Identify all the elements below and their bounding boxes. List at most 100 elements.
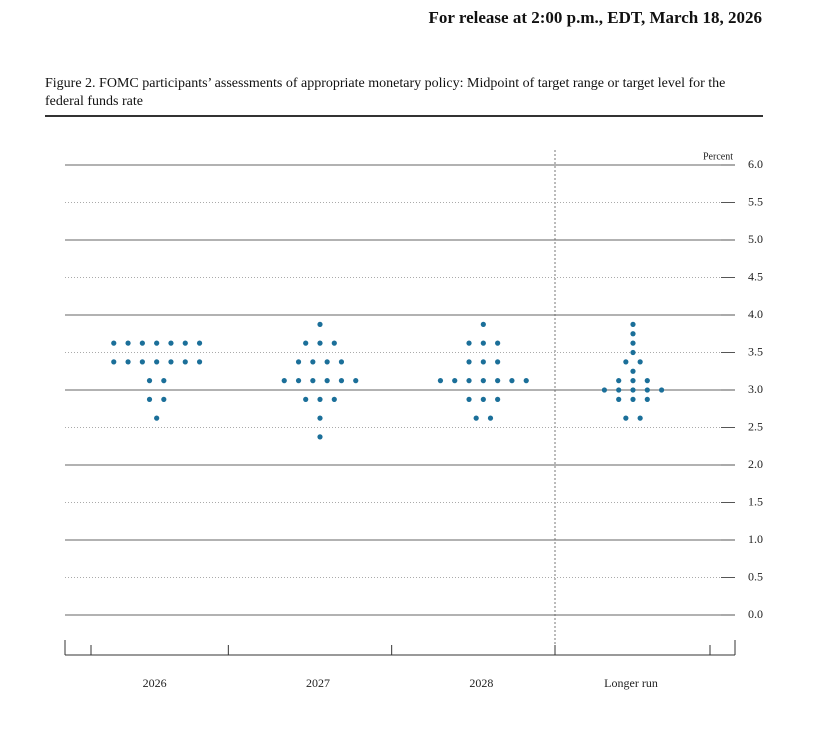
dot <box>637 359 643 365</box>
dot <box>196 359 203 365</box>
dot <box>630 340 636 346</box>
title-rule <box>45 115 763 117</box>
dot <box>338 378 345 384</box>
dot <box>644 396 650 402</box>
dot <box>331 396 337 402</box>
dot <box>168 359 174 365</box>
dot <box>317 434 323 440</box>
y-tick-label: 2.0 <box>748 457 763 471</box>
dot <box>630 396 636 402</box>
y-tick-label: 2.5 <box>748 419 763 433</box>
dot <box>637 415 643 421</box>
dot <box>154 359 160 365</box>
dot <box>480 378 486 384</box>
dot <box>437 378 444 384</box>
dot <box>509 378 515 384</box>
release-note: For release at 2:00 p.m., EDT, March 18,… <box>428 8 762 27</box>
x-tick-label: 2028 <box>469 676 493 690</box>
dot <box>303 340 309 346</box>
y-tick-label: 3.5 <box>748 344 763 358</box>
dot <box>317 415 323 421</box>
dot <box>495 396 501 402</box>
dot <box>154 340 160 346</box>
dot <box>139 359 145 365</box>
dot <box>182 340 188 346</box>
y-tick-label: 5.0 <box>748 232 763 246</box>
dot <box>317 396 323 402</box>
y-tick-label: 0.0 <box>748 607 763 621</box>
dot <box>644 387 650 393</box>
dot <box>623 415 629 421</box>
dot <box>630 368 636 374</box>
dot <box>630 349 636 356</box>
dot <box>295 378 302 384</box>
dot <box>111 340 117 346</box>
dot <box>630 321 636 327</box>
dot <box>281 378 287 384</box>
dot <box>623 359 629 365</box>
dot <box>310 359 316 365</box>
x-tick-label: 2026 <box>143 676 167 690</box>
dot <box>466 396 472 402</box>
dot <box>659 387 665 393</box>
y-tick-label: 1.0 <box>748 532 763 546</box>
dot <box>353 378 359 384</box>
y-axis-label: Percent <box>703 151 733 162</box>
dot <box>466 340 472 346</box>
dot <box>616 396 622 402</box>
dot <box>630 331 636 337</box>
dot <box>317 321 323 327</box>
dot <box>317 340 323 346</box>
dot <box>295 359 302 365</box>
dot <box>310 378 316 384</box>
y-tick-label: 6.0 <box>748 157 763 171</box>
dot <box>111 359 117 365</box>
x-tick-label: 2027 <box>306 676 330 690</box>
dot <box>480 396 486 402</box>
dot <box>146 396 153 402</box>
dot <box>182 359 188 365</box>
chart-title: Figure 2. FOMC participants’ assessments… <box>45 76 726 109</box>
dot <box>523 378 529 384</box>
dot <box>161 378 167 384</box>
dot <box>303 396 309 402</box>
dot <box>480 359 486 365</box>
y-tick-label: 4.0 <box>748 307 763 321</box>
dot <box>630 387 636 393</box>
dot <box>466 359 472 365</box>
dot <box>644 378 650 384</box>
dot <box>616 387 622 393</box>
dot <box>161 396 167 402</box>
dot <box>125 359 131 365</box>
dot <box>495 340 501 346</box>
dot <box>324 378 330 384</box>
dot <box>196 340 203 346</box>
dot <box>630 378 636 384</box>
y-tick-label: 1.5 <box>748 494 763 508</box>
dot <box>338 359 345 365</box>
dot <box>168 340 174 346</box>
dot <box>616 378 622 384</box>
y-tick-label: 3.0 <box>748 382 763 396</box>
dot <box>601 387 608 393</box>
dot <box>487 415 494 421</box>
y-tick-label: 4.5 <box>748 269 763 283</box>
dot <box>495 378 501 384</box>
dot <box>146 378 153 384</box>
x-tick-label: Longer run <box>604 676 658 690</box>
dot <box>473 415 479 421</box>
dot <box>495 359 501 365</box>
dot <box>139 340 145 346</box>
dot <box>480 321 486 327</box>
dot <box>452 378 458 384</box>
dot <box>324 359 330 365</box>
dot <box>331 340 337 346</box>
dot <box>480 340 486 346</box>
dot <box>154 415 160 421</box>
dot <box>125 340 131 346</box>
y-tick-label: 0.5 <box>748 569 763 583</box>
dot <box>466 378 472 384</box>
y-tick-label: 5.5 <box>748 194 763 208</box>
